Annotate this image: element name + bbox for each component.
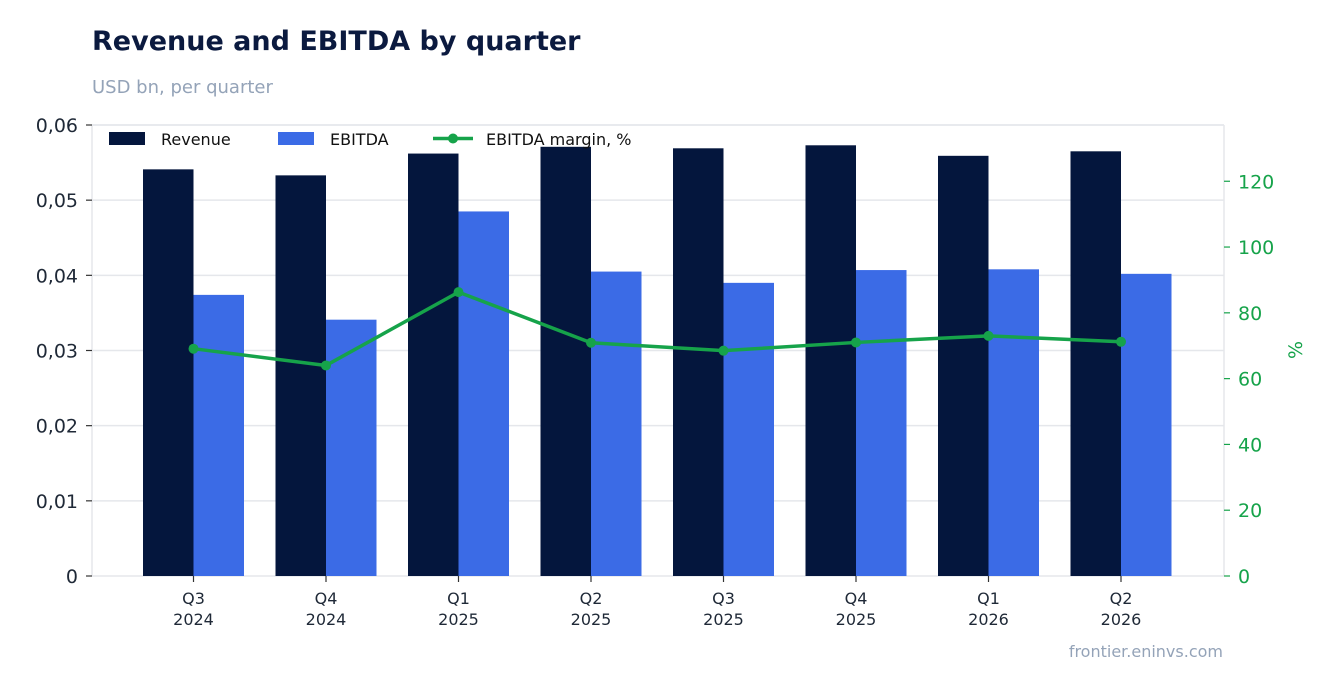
y-right-tick-label: 20 — [1238, 500, 1262, 522]
bar-ebitda — [1121, 273, 1172, 576]
y-left-tick-label: 0,01 — [36, 491, 78, 513]
margin-line — [193, 290, 1122, 368]
margin-point — [188, 343, 199, 354]
y-left-tick-label: 0,04 — [36, 265, 78, 287]
y-left-tick-label: 0,06 — [36, 115, 78, 137]
bar-ebitda — [326, 319, 377, 576]
x-tick-label-quarter: Q3 — [712, 589, 735, 608]
margin-point — [851, 337, 861, 348]
x-tick-label-quarter: Q1 — [447, 589, 470, 608]
margin-point — [983, 330, 994, 341]
x-tick-label-quarter: Q2 — [580, 589, 603, 608]
bar-revenue — [143, 169, 194, 576]
x-tick-label-quarter: Q4 — [315, 589, 338, 608]
x-tick-label-year: 2026 — [968, 610, 1009, 629]
x-tick-label-quarter: Q4 — [845, 589, 868, 608]
y-right-tick-label: 40 — [1238, 434, 1262, 456]
x-tick-label-quarter: Q3 — [182, 589, 205, 608]
y-left-tick-label: 0,03 — [36, 341, 78, 363]
bar-revenue — [540, 146, 591, 576]
x-tick-label-quarter: Q2 — [1110, 589, 1133, 608]
bar-revenue — [805, 145, 856, 577]
bar-revenue — [275, 175, 326, 576]
y-right-tick-label: 120 — [1238, 171, 1274, 193]
bar-ebitda — [723, 282, 774, 576]
bar-ebitda — [458, 211, 509, 577]
y-right-tick-label: 80 — [1238, 303, 1262, 325]
legend-swatch-revenue — [109, 132, 145, 145]
bar-revenue — [673, 148, 724, 576]
bar-ebitda — [856, 270, 907, 576]
x-tick-label-year: 2024 — [173, 610, 214, 629]
y-right-tick-label: 60 — [1238, 369, 1262, 391]
x-tick-label-year: 2024 — [306, 610, 347, 629]
x-tick-label-year: 2025 — [438, 610, 479, 629]
chart-subtitle: USD bn, per quarter — [92, 77, 273, 98]
margin-point — [321, 360, 331, 371]
y-left-tick-label: 0 — [66, 566, 78, 588]
legend-label-margin: EBITDA margin, % — [486, 130, 631, 149]
x-tick-label-year: 2025 — [836, 610, 877, 629]
x-tick-label-year: 2025 — [571, 610, 612, 629]
y-right-tick-label: 100 — [1238, 237, 1274, 259]
y-right-tick-label: 0 — [1238, 566, 1250, 588]
x-tick-label-year: 2026 — [1101, 610, 1142, 629]
source-credit: frontier.eninvs.com — [1068, 642, 1223, 661]
bar-ebitda — [988, 269, 1039, 576]
legend-swatch-margin-dot — [448, 133, 458, 144]
margin-point — [453, 287, 464, 298]
bar-ebitda — [193, 294, 244, 576]
legend-label-ebitda: EBITDA — [330, 130, 389, 149]
legend-swatch-ebitda — [278, 132, 314, 145]
legend-label-revenue: Revenue — [161, 130, 231, 149]
margin-point — [718, 345, 729, 356]
y-left-tick-label: 0,05 — [36, 190, 78, 212]
bar-ebitda — [591, 271, 642, 576]
bar-revenue — [938, 155, 989, 576]
x-tick-label-year: 2025 — [703, 610, 744, 629]
chart-title: Revenue and EBITDA by quarter — [92, 26, 581, 57]
margin-point — [586, 337, 596, 348]
y-left-tick-label: 0,02 — [36, 416, 78, 438]
margin-point — [1116, 336, 1126, 347]
bar-revenue — [1070, 151, 1121, 576]
x-tick-label-quarter: Q1 — [977, 589, 1000, 608]
y-right-axis-label: % — [1285, 341, 1307, 359]
bar-revenue — [408, 153, 459, 576]
